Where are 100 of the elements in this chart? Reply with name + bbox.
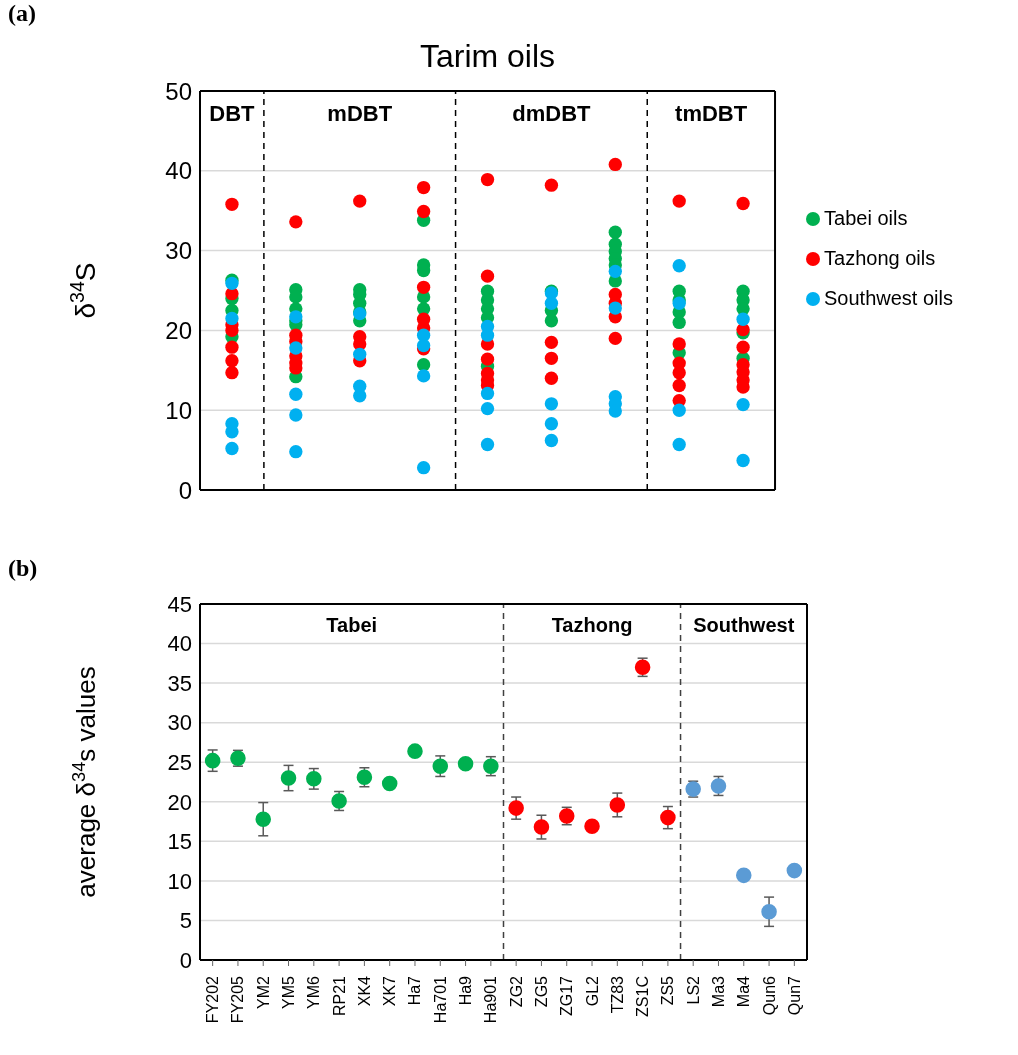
point (672, 366, 686, 380)
point (306, 771, 322, 787)
point (225, 340, 239, 354)
point (736, 340, 750, 354)
point (480, 269, 495, 283)
x-tick-label: ZG17 (558, 975, 576, 1017)
annotation: DBT (209, 100, 256, 126)
annotation: dmDBT (512, 100, 592, 126)
text: (b) (8, 555, 38, 582)
y-tick-label: 30 (165, 237, 192, 265)
x-tick-label: Ma4 (735, 975, 753, 1008)
x-tick-label: Ha7 (406, 975, 424, 1006)
y-tick-label: 45 (167, 591, 192, 617)
point (480, 386, 495, 401)
x-tick-label: LS2 (684, 975, 702, 1005)
point (353, 389, 367, 403)
legend-label: Tazhong oils (824, 246, 936, 269)
point (672, 194, 686, 208)
point (544, 351, 559, 365)
annotation: Tabei (326, 614, 378, 637)
point (584, 818, 600, 835)
point (736, 196, 750, 211)
point (457, 756, 474, 772)
point (736, 397, 750, 412)
point (608, 331, 622, 346)
x-tick-label: Ha901 (482, 975, 500, 1024)
annotation: Southwest (693, 614, 795, 637)
x-tick-label: ZG2 (507, 975, 525, 1008)
point (609, 797, 626, 813)
point (480, 328, 495, 342)
point (480, 401, 495, 416)
y-tick-label: 50 (165, 77, 192, 105)
point (204, 752, 221, 769)
y-tick-label: 35 (167, 670, 192, 696)
y-tick-label: 15 (167, 829, 192, 855)
point (225, 311, 239, 326)
point (672, 403, 686, 417)
legend-label: Southwest oils (824, 286, 953, 309)
point (735, 867, 752, 884)
x-tick-label: Qun7 (785, 975, 803, 1016)
point (480, 172, 495, 187)
point (416, 338, 431, 353)
x-tick-label: RP21 (330, 975, 348, 1017)
point (672, 337, 686, 351)
y-tick-label: 5 (179, 908, 192, 934)
point (533, 819, 550, 835)
y-tick-label: 10 (167, 868, 192, 894)
point (225, 441, 239, 456)
x-tick-label: ZS1C (634, 976, 652, 1017)
point (353, 347, 367, 361)
point (289, 387, 303, 401)
x-tick-label: GL2 (583, 975, 601, 1007)
point (416, 358, 431, 372)
point (225, 366, 239, 380)
point (289, 408, 303, 422)
point (608, 157, 622, 172)
x-tick-label: ZS5 (659, 975, 677, 1006)
x-tick-label: Qun6 (760, 975, 778, 1016)
point (761, 903, 777, 920)
point (280, 770, 297, 786)
point (672, 378, 686, 393)
point (608, 264, 622, 279)
point (544, 178, 559, 192)
x-tick-label: FY202 (204, 975, 222, 1024)
y-tick-label: 0 (178, 476, 192, 504)
point (416, 280, 431, 294)
point (544, 314, 559, 328)
point (508, 800, 524, 816)
point (544, 371, 559, 385)
point (544, 335, 559, 350)
point (353, 194, 367, 208)
x-tick-label: YM6 (305, 975, 323, 1009)
point (608, 301, 622, 315)
point (544, 417, 559, 431)
point (289, 215, 303, 229)
y-tick-label: 30 (167, 710, 192, 736)
point (381, 775, 398, 792)
point (786, 862, 803, 879)
x-tick-label: TZ83 (608, 975, 626, 1014)
x-tick-label: YM5 (280, 975, 298, 1009)
point (544, 296, 559, 310)
y-tick-label: 20 (165, 316, 192, 344)
point (608, 225, 622, 239)
point (480, 352, 495, 366)
point (672, 259, 686, 273)
point (480, 437, 495, 452)
y-tick-label: 10 (165, 396, 192, 424)
x-tick-label: YM2 (254, 975, 272, 1009)
point (407, 743, 423, 759)
point (416, 204, 431, 219)
text: (a) (8, 0, 36, 27)
x-tick-label: XK7 (381, 975, 399, 1007)
point (608, 404, 622, 418)
chart-title: Tarim oils (418, 38, 557, 75)
x-tick-label: XK4 (355, 975, 373, 1007)
point (672, 315, 686, 330)
x-tick-label: Ma3 (709, 975, 727, 1008)
point (544, 433, 559, 448)
point (255, 811, 272, 827)
point (416, 369, 431, 383)
